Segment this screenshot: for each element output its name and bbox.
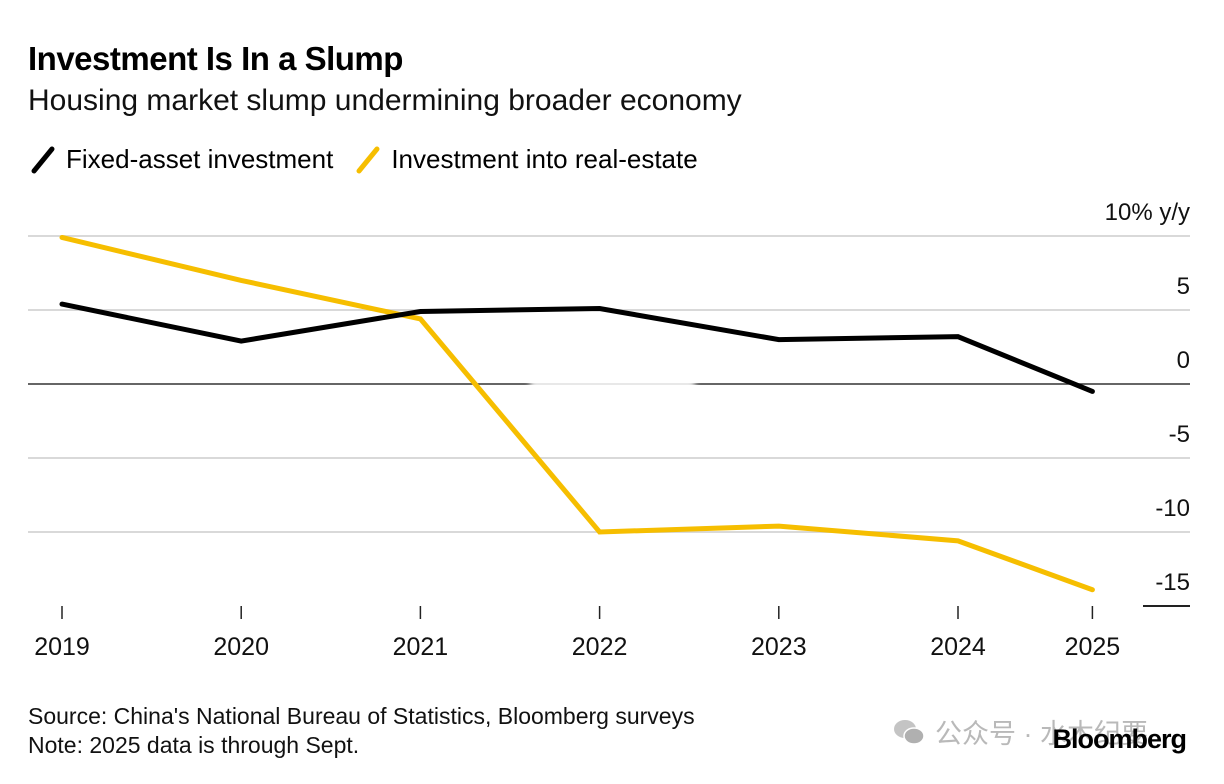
chart-footer: Source: China's National Bureau of Stati… bbox=[28, 702, 695, 760]
blurred-watermark-patch bbox=[530, 373, 695, 409]
legend-item-fixed-asset: Fixed-asset investment bbox=[30, 144, 333, 175]
y-tick-label: -5 bbox=[1169, 421, 1190, 448]
x-tick-label: 2020 bbox=[213, 633, 269, 661]
chart-title: Investment Is In a Slump bbox=[28, 40, 403, 77]
legend-label-fixed-asset: Fixed-asset investment bbox=[66, 144, 334, 174]
legend-label-real-estate: Investment into real-estate bbox=[391, 144, 698, 174]
x-tick-label: 2019 bbox=[34, 633, 90, 661]
legend-swatch-real-estate bbox=[356, 146, 380, 173]
chart-subtitle: Housing market slump undermining broader… bbox=[28, 84, 742, 117]
series-line-real-estate bbox=[59, 234, 1095, 593]
data-note: Note: 2025 data is through Sept. bbox=[28, 732, 360, 758]
y-tick-label: 0 bbox=[1177, 347, 1190, 374]
y-tick-label: 5 bbox=[1177, 273, 1190, 300]
wechat-watermark: 公众号 · 水木纪要 bbox=[893, 712, 1148, 751]
wechat-icon bbox=[894, 719, 925, 745]
x-tick-label: 2024 bbox=[930, 633, 986, 661]
x-tick-label: 2025 bbox=[1065, 633, 1121, 661]
y-tick-label: -10 bbox=[1155, 495, 1190, 522]
line-chart: 10% y/y 5 0 -5 -10 -15 2019 2020 2021 2022 2023 202… bbox=[28, 199, 1190, 661]
legend-swatch-fixed-asset bbox=[31, 146, 55, 173]
bloomberg-logo: Bloomberg bbox=[1052, 724, 1187, 754]
y-tick-label: 10% y/y bbox=[1105, 199, 1190, 226]
y-tick-label: -15 bbox=[1155, 569, 1190, 596]
x-tick-label: 2022 bbox=[572, 633, 628, 661]
x-tick-label: 2023 bbox=[751, 633, 807, 661]
x-tick-label: 2021 bbox=[393, 633, 449, 661]
watermark-text: 公众号 · 水木纪要 bbox=[935, 719, 1148, 749]
legend-item-real-estate: Investment into real-estate bbox=[355, 144, 698, 175]
legend: Fixed-asset investment Investment into r… bbox=[30, 144, 720, 175]
source-note: Source: China's National Bureau of Stati… bbox=[28, 703, 695, 729]
